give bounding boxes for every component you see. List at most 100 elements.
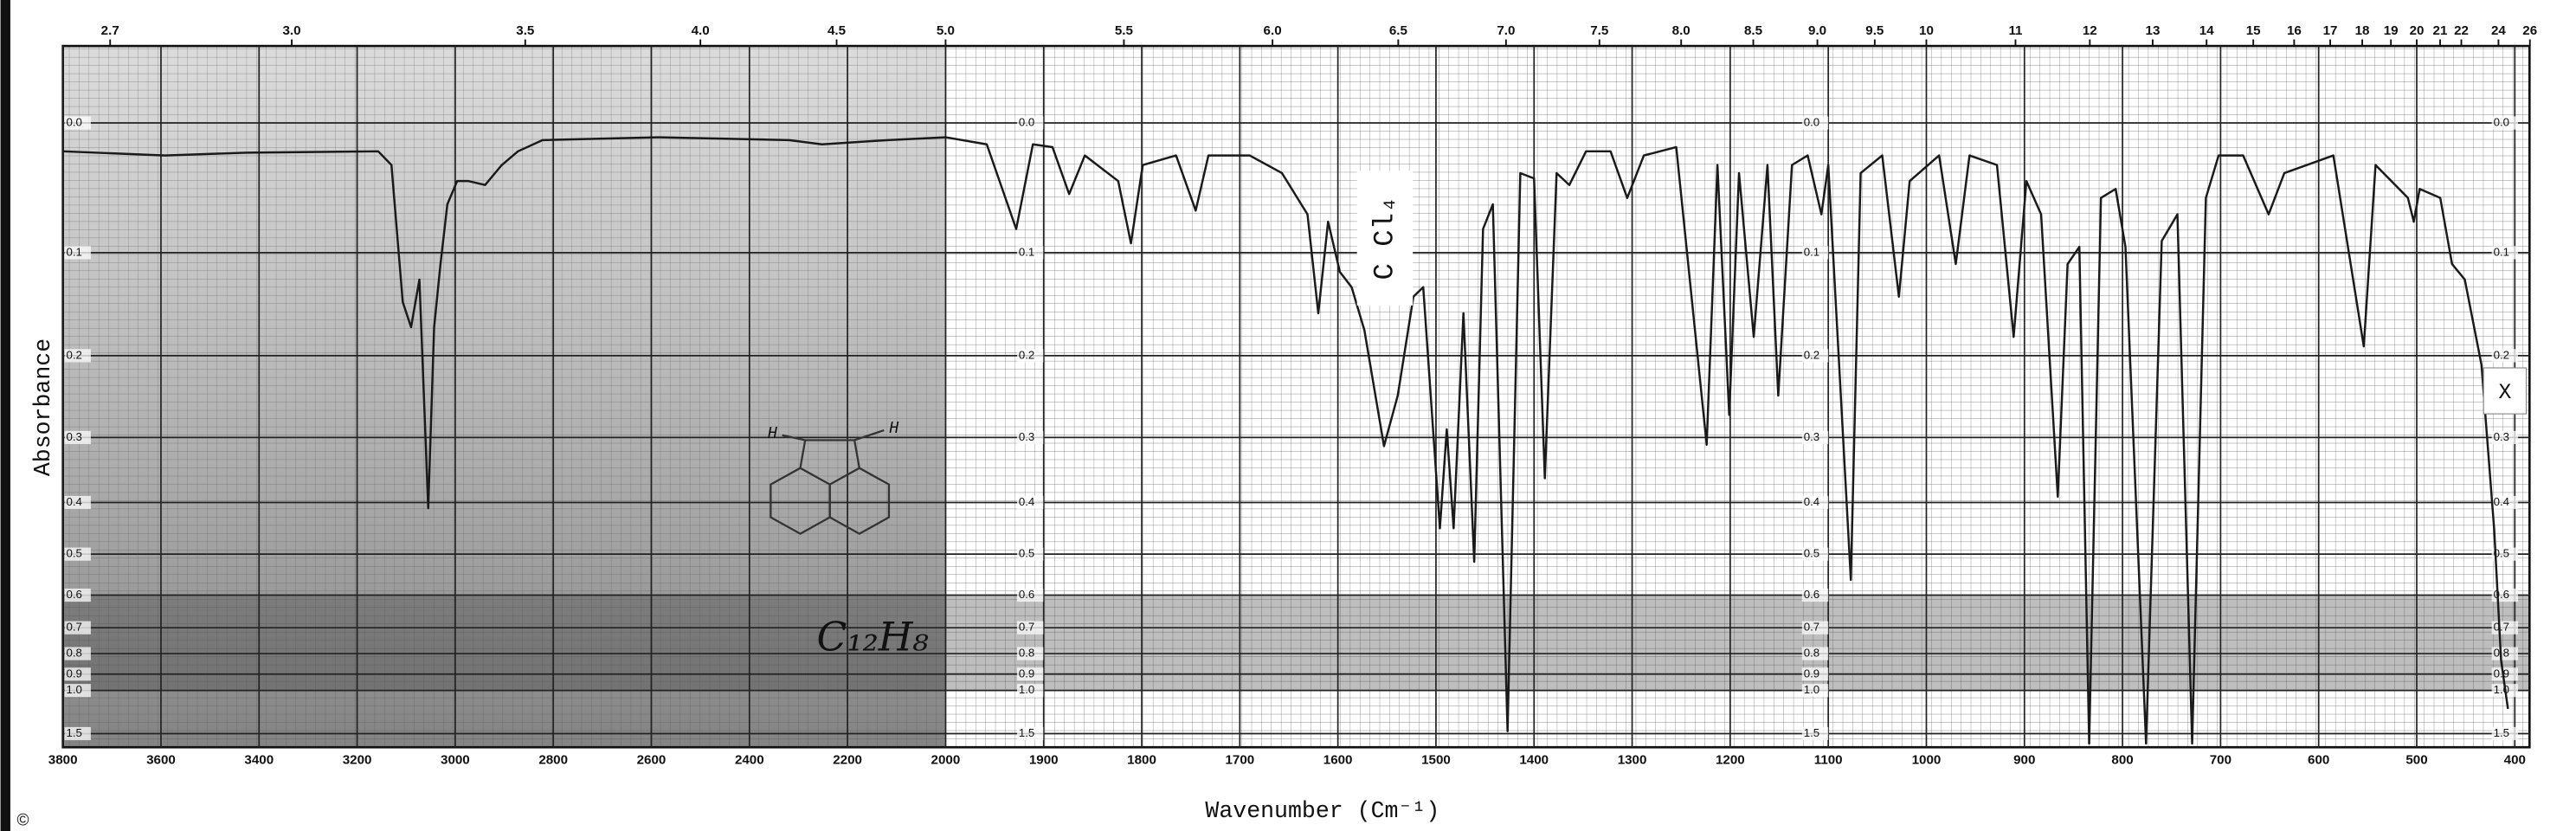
- x-tick-label: 1000: [1912, 752, 1942, 767]
- y-tick-label: 0.8: [1019, 647, 1034, 660]
- y-tick-label: 1.0: [2494, 683, 2509, 696]
- y-tick-label-bg: [2491, 726, 2519, 741]
- scan-edge: [0, 0, 10, 831]
- y-tick-label-bg: [2491, 667, 2519, 681]
- y-tick-label-bg: [2491, 349, 2519, 363]
- x2-tick-label: 3.0: [283, 23, 301, 38]
- y-tick-label-bg: [1016, 588, 1044, 602]
- x2-tick-label: 24: [2491, 23, 2506, 38]
- y-tick-label: 0.5: [66, 547, 81, 560]
- x-tick-label: 3600: [146, 752, 176, 767]
- x-tick-label: 3000: [441, 752, 470, 767]
- x-tick-label: 2800: [538, 752, 568, 767]
- y-tick-label: 0.9: [2494, 667, 2509, 680]
- y-tick-label: 1.0: [1019, 683, 1034, 696]
- y-tick-label-bg: [64, 667, 91, 681]
- y-tick-label: 1.0: [1804, 683, 1819, 696]
- y-tick-label-bg: [64, 647, 91, 660]
- y-tick-label-bg: [1016, 116, 1044, 130]
- x-tick-label: 1300: [1618, 752, 1647, 767]
- y-tick-label-bg: [64, 684, 91, 698]
- x-tick-label: 2600: [637, 752, 667, 767]
- y-tick-label: 0.9: [66, 667, 81, 680]
- x2-tick-label: 11: [2008, 23, 2022, 38]
- y-tick-label-bg: [1801, 349, 1829, 363]
- x-tick-label: 1600: [1323, 752, 1353, 767]
- y-tick-label-bg: [64, 349, 91, 363]
- y-tick-label-bg: [1016, 647, 1044, 660]
- y-tick-label-bg: [1016, 547, 1044, 561]
- x2-tick-label: 7.0: [1497, 23, 1515, 38]
- marks-layer: [62, 136, 2509, 745]
- x-tick-label: 900: [2013, 752, 2035, 767]
- y-tick-label: 0.4: [1804, 495, 1819, 508]
- y-tick-label: 1.5: [66, 726, 81, 739]
- y-tick-label: 0.0: [1804, 116, 1819, 129]
- x2-tick-label: 4.5: [828, 23, 846, 38]
- x2-tick-label: 6.0: [1264, 23, 1282, 38]
- structure-drawing: [770, 428, 891, 535]
- y-tick-label: 0.1: [1019, 245, 1034, 258]
- y-tick-label-bg: [64, 547, 91, 561]
- x2-tick-label: 14: [2199, 23, 2214, 38]
- x2-tick-label: 12: [2083, 23, 2097, 38]
- y-tick-label-bg: [1016, 684, 1044, 698]
- x2-tick-label: 9.0: [1808, 23, 1826, 38]
- y-tick-label-bg: [1801, 116, 1829, 130]
- x2-tick-label: 15: [2246, 23, 2261, 38]
- x2-tick-label: 17: [2323, 23, 2338, 38]
- x-tick-label: 500: [2405, 752, 2427, 767]
- y-tick-label: 0.3: [2494, 430, 2509, 443]
- y-tick-label-bg: [64, 430, 91, 444]
- y-tick-label: 0.6: [2494, 588, 2509, 601]
- y-tick-label: 0.2: [1019, 348, 1034, 361]
- y-tick-label: 0.3: [66, 430, 81, 443]
- x2-tick-label: 2.7: [101, 23, 119, 38]
- x2-tick-label: 13: [2146, 23, 2161, 38]
- y-tick-label-bg: [1801, 430, 1829, 444]
- y-tick-label-bg: [64, 495, 91, 510]
- y-tick-label-bg: [64, 621, 91, 635]
- copyright-label: ©: [17, 812, 29, 830]
- formula-label: C₁₂H₈: [816, 614, 928, 660]
- x-tick-label: 2400: [735, 752, 764, 767]
- y-tick-label-bg: [1801, 667, 1829, 681]
- y-tick-label: 0.7: [2494, 621, 2509, 634]
- x2-tick-label: 8.5: [1744, 23, 1762, 38]
- y-tick-label: 1.0: [66, 683, 81, 696]
- x-tick-label: 1800: [1127, 752, 1156, 767]
- y-tick-label: 0.7: [66, 621, 81, 634]
- x-tick-label: 400: [2504, 752, 2526, 767]
- structure-label: H: [889, 419, 899, 438]
- grid-layer: 3800 3600 3400 3200 3000 2800 2600 2400 2200 2000…: [48, 23, 2537, 767]
- x2-tick-label: 5.0: [937, 23, 955, 38]
- y-tick-label-bg: [1801, 495, 1829, 510]
- annotation-box: [1356, 171, 1414, 306]
- y-tick-label: 0.5: [1804, 547, 1819, 560]
- x2-tick-label: 9.5: [1865, 23, 1884, 38]
- x2-tick-label: 5.5: [1115, 23, 1133, 38]
- y-tick-label: 0.1: [1804, 245, 1819, 258]
- y-tick-label-bg: [1801, 726, 1829, 741]
- y-tick-label: 0.6: [66, 588, 81, 601]
- x2-tick-label: 3.5: [516, 23, 534, 38]
- y-tick-label: 0.4: [2494, 495, 2509, 508]
- y-tick-label-bg: [2491, 430, 2519, 444]
- x2-tick-label: 6.5: [1389, 23, 1407, 38]
- x2-tick-label: 4.0: [692, 23, 710, 38]
- y-tick-label: 0.7: [1019, 621, 1034, 634]
- x-tick-label: 3800: [48, 752, 78, 767]
- y-tick-label-bg: [1801, 621, 1829, 635]
- y-tick-label-bg: [1801, 647, 1829, 660]
- y-tick-label-bg: [2491, 547, 2519, 561]
- y-tick-label-bg: [1801, 547, 1829, 561]
- x2-tick-label: 8.0: [1672, 23, 1690, 38]
- y-tick-label-bg: [64, 116, 91, 130]
- x2-tick-label: 21: [2433, 23, 2448, 38]
- y-tick-label: 0.3: [1019, 430, 1034, 443]
- y-tick-label: 0.5: [1019, 547, 1034, 560]
- y-tick-label: 0.8: [1804, 647, 1819, 660]
- x2-tick-label: 16: [2287, 23, 2302, 38]
